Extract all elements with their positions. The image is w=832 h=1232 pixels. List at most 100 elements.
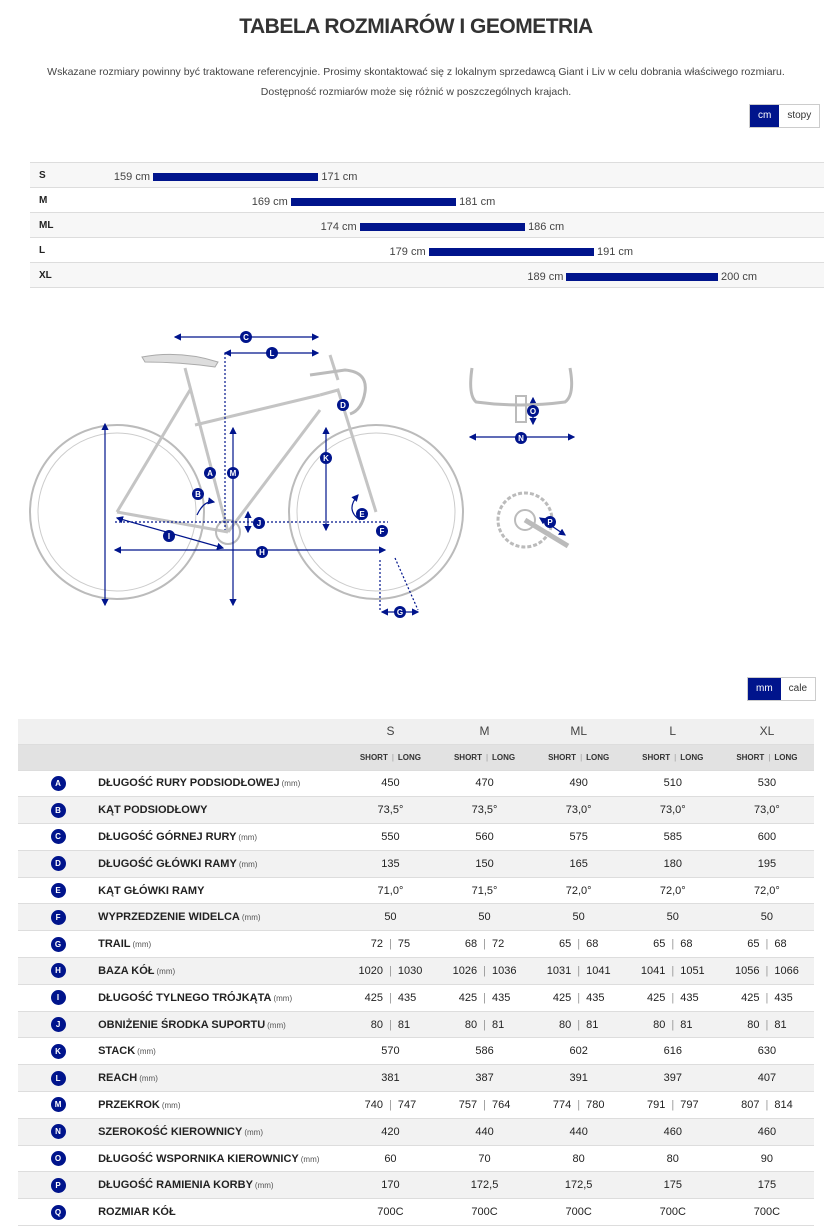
diagram-marker	[266, 347, 278, 359]
height-range-chart: S 159 cm 171 cm M 169 cm 181 cm ML 174 cm 186 cm…	[30, 162, 824, 288]
diagram-marker-label: D	[340, 401, 346, 410]
row-value: 425 | 435	[625, 984, 720, 1012]
row-value: 135	[343, 850, 438, 878]
row-value: 68 | 72	[437, 930, 532, 959]
short-long-header-row: SHORT | LONG SHORT | LONG SHORT | LONG SHORT | LONG…	[18, 744, 814, 771]
diagram-marker-label: M	[230, 469, 237, 478]
row-value: 80 | 81	[437, 1011, 532, 1039]
row-key-cell: H	[18, 957, 99, 985]
table-row: G TRAIL (mm) 72 | 75 68 | 72 65 | 68 65 | 68 65 | 68	[18, 930, 814, 959]
diagram-marker	[394, 606, 406, 618]
row-key-badge: M	[50, 1097, 66, 1113]
row-key-badge: P	[50, 1177, 66, 1193]
row-value: 391	[531, 1064, 626, 1093]
row-key-badge: F	[50, 909, 66, 925]
stem-top-view	[515, 395, 527, 423]
row-value: 80	[531, 1145, 626, 1173]
unit-feet-button[interactable]: stopy	[787, 110, 812, 121]
table-row: C DŁUGOŚĆ GÓRNEJ RURY (mm) 550 560 575 585 600	[18, 823, 814, 851]
row-value: 440	[531, 1118, 626, 1146]
intro-line-1: Wskazane rozmiary powinny być traktowane…	[47, 66, 785, 78]
height-unit-toggle[interactable]: cm stopy	[749, 104, 821, 128]
row-name: DŁUGOŚĆ GŁÓWKI RAMY (mm)	[98, 850, 344, 878]
row-value: 72 | 75	[343, 930, 438, 959]
row-key-badge: I	[50, 990, 66, 1006]
size-header: L	[625, 719, 720, 745]
row-value: 425 | 435	[531, 984, 626, 1012]
range-min-label: 159 cm	[113, 171, 150, 183]
size-header: M	[437, 719, 532, 745]
row-value: 585	[625, 823, 720, 851]
row-value: 73,0°	[531, 796, 626, 825]
row-value: 50	[719, 903, 814, 932]
row-value: 630	[719, 1037, 814, 1066]
diagram-marker	[240, 331, 252, 343]
row-value: 70	[437, 1145, 532, 1173]
short-long-header: SHORT | LONG	[343, 744, 438, 771]
diagram-marker	[356, 508, 368, 520]
crank-spindle	[514, 509, 536, 531]
table-row: H BAZA KÓŁ (mm) 1020 | 1030 1026 | 1036 1031 | 1041…	[18, 957, 814, 985]
diagram-marker	[256, 546, 268, 558]
row-value: 50	[343, 903, 438, 932]
row-name: DŁUGOŚĆ RAMIENIA KORBY (mm)	[98, 1171, 344, 1200]
unit-inch-button[interactable]: cale	[788, 683, 808, 694]
row-key-badge: N	[50, 1124, 66, 1140]
row-key-cell: K	[18, 1037, 99, 1066]
measurement-lines	[101, 333, 576, 616]
range-max-label: 200 cm	[721, 271, 758, 283]
row-value: 602	[531, 1037, 626, 1066]
row-value: 381	[343, 1064, 438, 1093]
table-row: M PRZEKROK (mm) 740 | 747 757 | 764 774 | 780 791 | 79…	[18, 1091, 814, 1119]
row-value: 425 | 435	[343, 984, 438, 1012]
row-key-cell: L	[18, 1064, 99, 1093]
row-value: 560	[437, 823, 532, 851]
row-key-cell: G	[18, 930, 99, 959]
row-key-badge: L	[50, 1070, 66, 1086]
range-size-label: XL	[39, 270, 52, 281]
row-value: 1056 | 1066	[719, 957, 814, 985]
row-key-badge: K	[50, 1043, 66, 1059]
unit-cm-button[interactable]: cm	[750, 105, 780, 127]
row-value: 490	[531, 770, 626, 798]
row-key-cell: D	[18, 850, 99, 878]
row-value: 50	[437, 903, 532, 932]
diagram-marker-label: H	[259, 548, 265, 557]
diagram-marker	[192, 488, 204, 500]
row-value: 170	[343, 1171, 438, 1200]
table-row: O DŁUGOŚĆ WSPORNIKA KIEROWNICY (mm) 60 70 80 8…	[18, 1145, 814, 1173]
row-value: 757 | 764	[437, 1091, 532, 1119]
diagram-marker-label: L	[270, 349, 275, 358]
row-key-cell: I	[18, 984, 99, 1012]
intro-line-2: Dostępność rozmiarów może się różnić w p…	[260, 86, 572, 98]
short-long-header: SHORT | LONG	[625, 744, 720, 771]
range-min-label: 189 cm	[527, 271, 564, 283]
row-value: 397	[625, 1064, 720, 1093]
range-min-label: 169 cm	[251, 196, 288, 208]
table-row: Q ROZMIAR KÓŁ 700C 700C 700C 700C 700C	[18, 1198, 814, 1227]
row-value: 150	[437, 850, 532, 878]
row-value: 175	[625, 1171, 720, 1200]
geometry-unit-toggle[interactable]: mm cale	[747, 677, 817, 701]
row-value: 387	[437, 1064, 532, 1093]
row-value: 425 | 435	[437, 984, 532, 1012]
row-key-cell: B	[18, 796, 99, 825]
row-value: 72,0°	[531, 877, 626, 905]
page-title: TABELA ROZMIARÓW I GEOMETRIA	[239, 15, 593, 38]
unit-mm-button[interactable]: mm	[748, 678, 781, 700]
row-value: 440	[437, 1118, 532, 1146]
row-key-badge: Q	[50, 1204, 66, 1220]
diagram-marker	[515, 432, 527, 444]
range-bar	[153, 173, 319, 181]
row-value: 510	[625, 770, 720, 798]
row-key-cell: J	[18, 1011, 99, 1039]
diagram-marker	[376, 525, 388, 537]
diagram-marker	[204, 467, 216, 479]
short-long-header: SHORT | LONG	[719, 744, 814, 771]
row-key-cell: P	[18, 1171, 99, 1200]
row-value: 65 | 68	[531, 930, 626, 959]
row-value: 1041 | 1051	[625, 957, 720, 985]
rear-wheel	[29, 424, 205, 600]
row-value: 740 | 747	[343, 1091, 438, 1119]
row-name: DŁUGOŚĆ WSPORNIKA KIEROWNICY (mm)	[98, 1145, 344, 1173]
